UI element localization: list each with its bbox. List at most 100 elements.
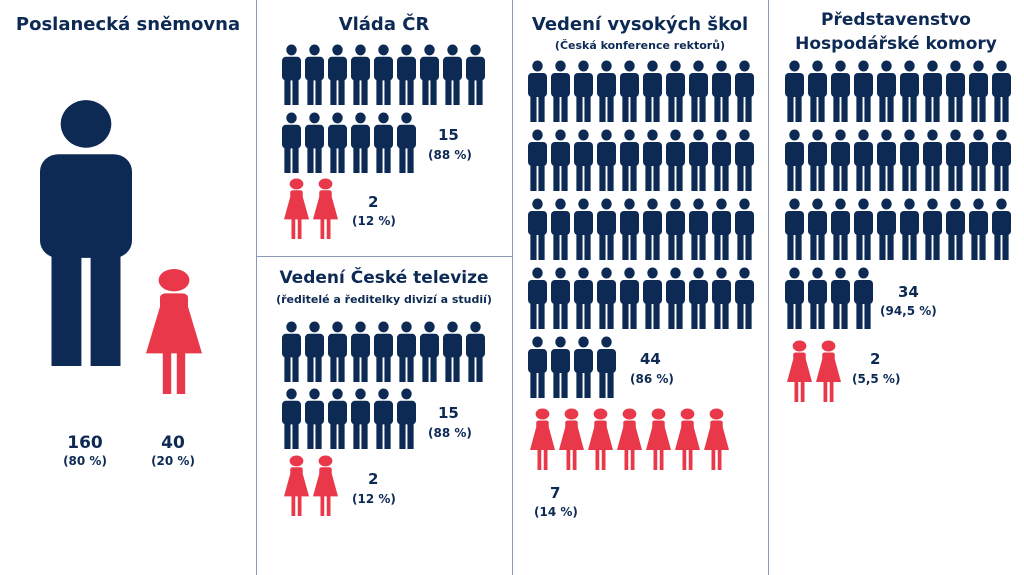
women-count-label: 2 (870, 350, 881, 368)
panel-title: Vedení vysokých škol (531, 14, 749, 35)
man-icon (397, 321, 416, 382)
man-icon (466, 321, 485, 382)
man-icon (992, 129, 1011, 191)
panel-subtitle: (Česká konference rektorů) (554, 39, 726, 52)
woman-icon (530, 408, 555, 470)
women-percent-label: (12 %) (352, 214, 396, 228)
man-icon (946, 198, 965, 260)
man-icon (831, 267, 850, 329)
man-icon (900, 60, 919, 122)
man-icon (666, 129, 685, 191)
man-icon (551, 198, 570, 260)
woman-icon (704, 408, 729, 470)
man-icon (597, 60, 616, 122)
man-icon (877, 129, 896, 191)
man-icon (305, 44, 324, 105)
man-icon (597, 267, 616, 329)
man-icon (282, 321, 301, 382)
man-icon (374, 44, 393, 105)
man-icon (305, 388, 324, 449)
man-icon (735, 60, 754, 122)
man-icon (443, 321, 462, 382)
men-percent-label: (88 %) (428, 426, 472, 440)
man-icon (328, 112, 347, 173)
man-icon (854, 198, 873, 260)
man-icon (528, 129, 547, 191)
man-icon (712, 60, 731, 122)
man-icon (643, 267, 662, 329)
man-icon (969, 129, 988, 191)
man-icon (574, 198, 593, 260)
women-count-label: 2 (368, 193, 379, 211)
man-icon (712, 198, 731, 260)
man-icon (877, 198, 896, 260)
man-icon (443, 44, 462, 105)
man-icon (40, 98, 132, 366)
woman-icon (787, 340, 812, 402)
woman-icon (313, 178, 338, 239)
man-icon (466, 44, 485, 105)
man-icon (528, 198, 547, 260)
men-percent-label: (86 %) (630, 372, 674, 386)
man-icon (420, 44, 439, 105)
man-icon (397, 388, 416, 449)
man-icon (374, 321, 393, 382)
women-count-label: 2 (368, 470, 379, 488)
man-icon (854, 60, 873, 122)
man-icon (689, 267, 708, 329)
man-icon (351, 321, 370, 382)
man-icon (969, 198, 988, 260)
man-icon (597, 198, 616, 260)
man-icon (808, 60, 827, 122)
man-icon (528, 60, 547, 122)
man-icon (854, 267, 873, 329)
woman-icon (675, 408, 700, 470)
women-percent-label: (12 %) (352, 492, 396, 506)
panel-title: Vláda ČR (338, 14, 430, 35)
man-icon (620, 267, 639, 329)
man-icon (666, 267, 685, 329)
woman-icon (313, 455, 338, 516)
men-count-label: 15 (438, 404, 459, 422)
man-icon (969, 60, 988, 122)
man-icon (808, 267, 827, 329)
man-icon (808, 198, 827, 260)
woman-icon (816, 340, 841, 402)
man-icon (282, 388, 301, 449)
man-icon (712, 129, 731, 191)
man-icon (735, 129, 754, 191)
men-percent-label: (94,5 %) (880, 304, 937, 318)
man-icon (351, 44, 370, 105)
man-icon (785, 129, 804, 191)
man-icon (992, 198, 1011, 260)
man-icon (351, 112, 370, 173)
man-icon (877, 60, 896, 122)
man-icon (282, 112, 301, 173)
man-icon (946, 129, 965, 191)
man-icon (574, 129, 593, 191)
man-icon (666, 60, 685, 122)
woman-icon (284, 455, 309, 516)
men-count-label: 44 (640, 350, 661, 368)
divider-horizontal (256, 256, 512, 257)
man-icon (620, 198, 639, 260)
divider-3 (768, 0, 769, 575)
man-icon (620, 60, 639, 122)
man-icon (831, 60, 850, 122)
women-percent-label: (20 %) (151, 454, 195, 468)
man-icon (923, 60, 942, 122)
man-icon (643, 60, 662, 122)
man-icon (528, 267, 547, 329)
panel-title: Poslanecká sněmovna (15, 14, 241, 35)
woman-icon (559, 408, 584, 470)
panel-subtitle: (ředitelé a ředitelky divizí a studií) (276, 293, 492, 306)
panel-title: Vedení České televize (279, 268, 489, 288)
man-icon (574, 267, 593, 329)
man-icon (620, 129, 639, 191)
man-icon (689, 60, 708, 122)
women-count-label: 40 (161, 433, 185, 453)
women-count-label: 7 (550, 484, 561, 502)
man-icon (597, 336, 616, 398)
man-icon (831, 129, 850, 191)
divider-2 (512, 0, 513, 575)
